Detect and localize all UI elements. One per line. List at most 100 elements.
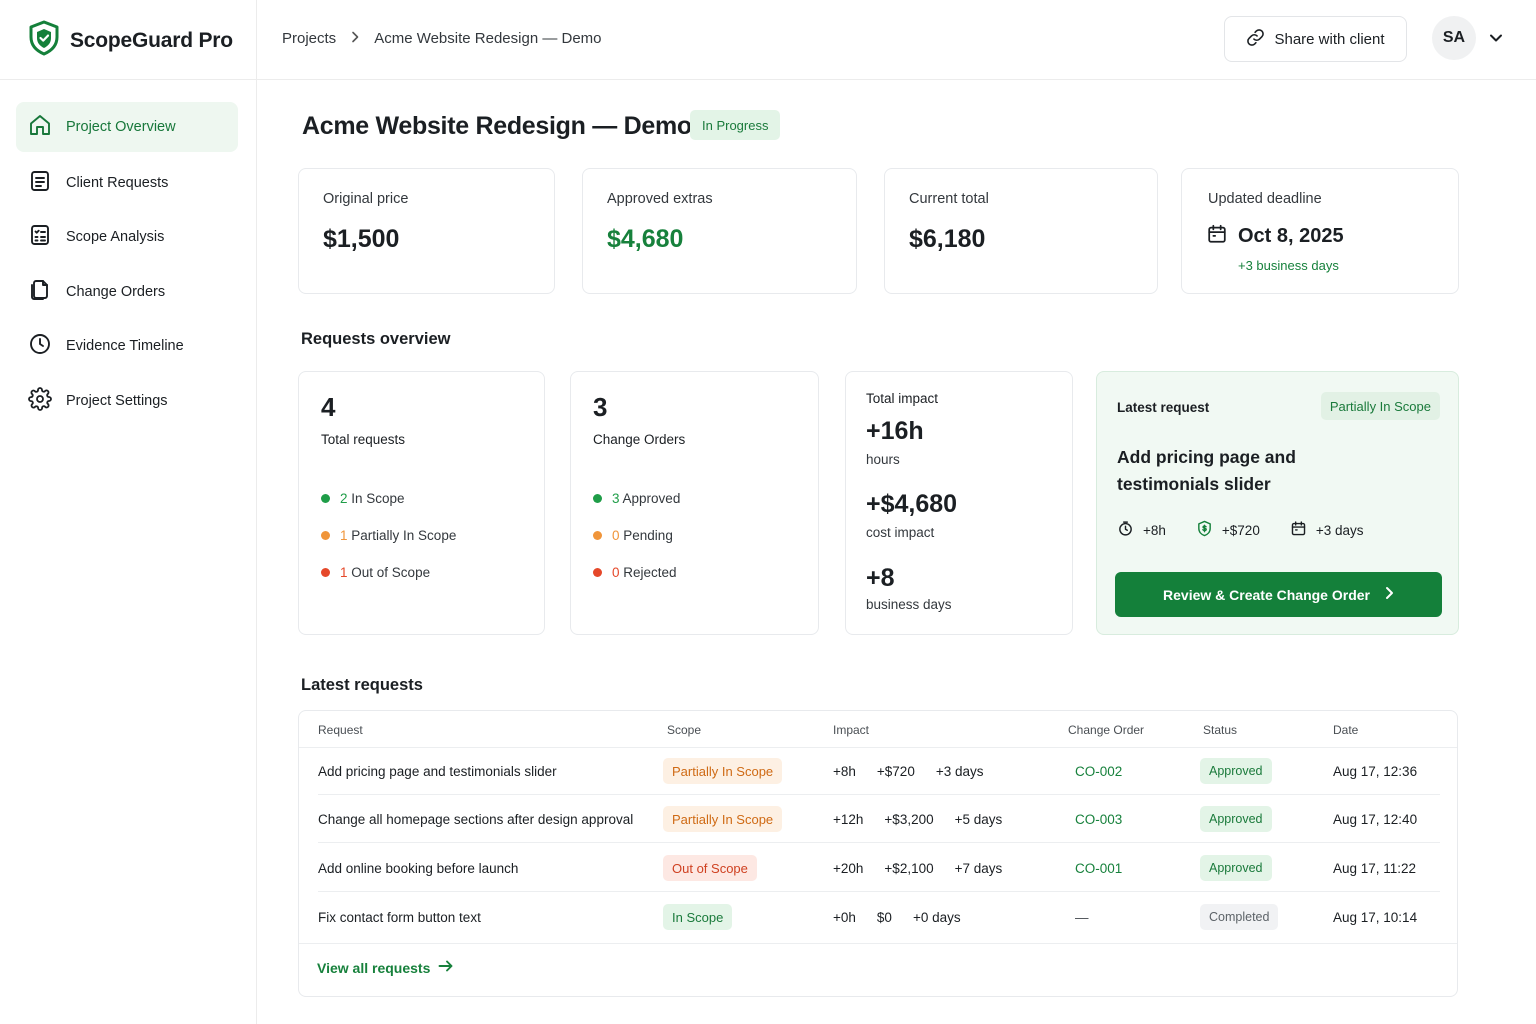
- request-date: Aug 17, 12:40: [1333, 811, 1418, 827]
- column-header-scope: Scope: [667, 723, 702, 737]
- total-requests-count: 4: [321, 392, 336, 422]
- green-dot-icon: [321, 494, 330, 503]
- kpi-value: $4,680: [607, 225, 684, 253]
- request-date: Aug 17, 12:36: [1333, 763, 1418, 779]
- breakdown-partially-in-scope: 1 Partially In Scope: [321, 517, 456, 554]
- change-order-link[interactable]: CO-001: [1075, 860, 1123, 876]
- checklist-icon: [28, 223, 52, 251]
- scope-badge: Partially In Scope: [663, 806, 783, 832]
- chevron-right-icon: [1384, 586, 1394, 603]
- scope-badge: In Scope: [663, 904, 733, 930]
- red-dot-icon: [593, 568, 602, 577]
- kpi-label: Original price: [323, 191, 409, 207]
- kpi-updated-deadline: Updated deadline Oct 8, 2025 +3 business…: [1181, 168, 1459, 294]
- change-order-link[interactable]: CO-002: [1075, 763, 1123, 779]
- latest-requests-table: Request Scope Impact Change Order Status…: [298, 710, 1458, 997]
- latest-request-days: +3 days: [1290, 520, 1364, 540]
- green-dot-icon: [593, 494, 602, 503]
- arrow-right-icon: [438, 959, 454, 976]
- kpi-value: $1,500: [323, 225, 400, 253]
- app-logo[interactable]: ScopeGuard Pro: [28, 20, 233, 61]
- table-footer-divider: [299, 943, 1457, 944]
- review-create-change-order-button[interactable]: Review & Create Change Order: [1115, 572, 1442, 617]
- impact-cell: +20h +$2,100 +7 days: [833, 860, 1003, 876]
- sidebar: Project Overview Client Requests Scope A…: [0, 80, 256, 1024]
- gear-icon: [28, 387, 52, 415]
- shield-logo-icon: [28, 20, 60, 61]
- kpi-label: Updated deadline: [1208, 191, 1322, 207]
- status-badge: Completed: [1200, 904, 1279, 930]
- kpi-label: Approved extras: [607, 191, 713, 207]
- requests-breakdown: 2 In Scope 1 Partially In Scope 1 Out of…: [321, 480, 456, 591]
- column-header-request: Request: [318, 723, 363, 737]
- change-order-link[interactable]: CO-003: [1075, 811, 1123, 827]
- impact-hours-label: hours: [866, 452, 900, 467]
- sidebar-item-evidence-timeline[interactable]: Evidence Timeline: [16, 321, 238, 371]
- kpi-label: Current total: [909, 191, 989, 207]
- impact-cell: +8h +$720 +3 days: [833, 763, 984, 779]
- table-row[interactable]: Change all homepage sections after desig…: [299, 795, 1457, 843]
- latest-request-title: Add pricing page and testimonials slider: [1117, 447, 1296, 494]
- request-title: Fix contact form button text: [318, 909, 481, 925]
- home-icon: [28, 113, 52, 141]
- total-impact-label: Total impact: [866, 391, 939, 406]
- breadcrumb-current: Acme Website Redesign — Demo: [374, 30, 602, 47]
- change-orders-card: 3 Change Orders 3 Approved 0 Pending 0 R…: [570, 371, 819, 635]
- copy-file-icon: [28, 278, 52, 306]
- share-with-client-button[interactable]: Share with client: [1224, 16, 1407, 62]
- kpi-approved-extras: Approved extras $4,680: [582, 168, 857, 294]
- main-content: Acme Website Redesign — Demo In Progress…: [256, 80, 1536, 1024]
- row-divider: [318, 842, 1440, 843]
- change-order-empty: —: [1075, 909, 1089, 925]
- sidebar-item-scope-analysis[interactable]: Scope Analysis: [16, 212, 238, 262]
- latest-requests-heading: Latest requests: [301, 676, 423, 694]
- link-icon: [1246, 28, 1265, 51]
- top-bar: ScopeGuard Pro Projects Acme Website Red…: [0, 0, 1536, 80]
- table-row[interactable]: Add pricing page and testimonials slider…: [299, 747, 1457, 795]
- dollar-shield-icon: [1196, 520, 1213, 540]
- impact-days-label: business days: [866, 597, 952, 612]
- sidebar-item-project-settings[interactable]: Project Settings: [16, 376, 238, 426]
- calendar-icon: [1290, 520, 1307, 540]
- sidebar-item-project-overview[interactable]: Project Overview: [16, 102, 238, 152]
- scope-badge: Out of Scope: [663, 855, 757, 881]
- total-requests-label: Total requests: [321, 432, 406, 447]
- total-impact-card: Total impact +16h hours +$4,680 cost imp…: [845, 371, 1073, 635]
- cta-label: Review & Create Change Order: [1163, 586, 1370, 603]
- sidebar-item-client-requests[interactable]: Client Requests: [16, 158, 238, 208]
- timer-icon: [1117, 520, 1134, 540]
- sidebar-item-label: Change Orders: [66, 284, 166, 300]
- sidebar-item-label: Evidence Timeline: [66, 338, 184, 354]
- request-date: Aug 17, 10:14: [1333, 909, 1418, 925]
- total-requests-card: 4 Total requests 2 In Scope 1 Partially …: [298, 371, 545, 635]
- chevron-down-icon[interactable]: [1487, 29, 1505, 52]
- latest-request-hours: +8h: [1117, 520, 1166, 540]
- column-header-impact: Impact: [833, 723, 870, 737]
- sidebar-item-label: Project Settings: [66, 393, 168, 409]
- view-all-requests-link[interactable]: View all requests: [317, 959, 454, 976]
- table-row[interactable]: Add online booking before launch Out of …: [299, 844, 1457, 892]
- impact-cell: +0h $0 +0 days: [833, 909, 961, 925]
- sidebar-item-change-orders[interactable]: Change Orders: [16, 267, 238, 317]
- status-badge: Approved: [1200, 806, 1272, 832]
- column-header-status: Status: [1203, 723, 1238, 737]
- avatar[interactable]: SA: [1432, 16, 1476, 60]
- latest-request-meta: +8h +$720 +3 days: [1117, 520, 1364, 540]
- breakdown-in-scope: 2 In Scope: [321, 480, 456, 517]
- breadcrumb-projects[interactable]: Projects: [282, 30, 337, 47]
- impact-days-value: +8: [866, 564, 895, 592]
- kpi-value: Oct 8, 2025: [1238, 225, 1344, 247]
- table-row[interactable]: Fix contact form button text In Scope +0…: [299, 893, 1457, 941]
- requests-overview-heading: Requests overview: [301, 330, 451, 348]
- request-title: Add pricing page and testimonials slider: [318, 763, 557, 779]
- scope-badge: Partially In Scope: [663, 758, 783, 784]
- kpi-value: $6,180: [909, 225, 986, 253]
- latest-request-scope-badge: Partially In Scope: [1320, 392, 1440, 420]
- kpi-current-total: Current total $6,180: [884, 168, 1158, 294]
- breakdown-pending: 0 Pending: [593, 517, 680, 554]
- project-status-badge: In Progress: [690, 110, 781, 140]
- request-title: Add online booking before launch: [318, 860, 519, 876]
- deadline-delta: +3 business days: [1238, 258, 1339, 273]
- change-orders-breakdown: 3 Approved 0 Pending 0 Rejected: [593, 480, 680, 591]
- latest-request-cost: +$720: [1196, 520, 1260, 540]
